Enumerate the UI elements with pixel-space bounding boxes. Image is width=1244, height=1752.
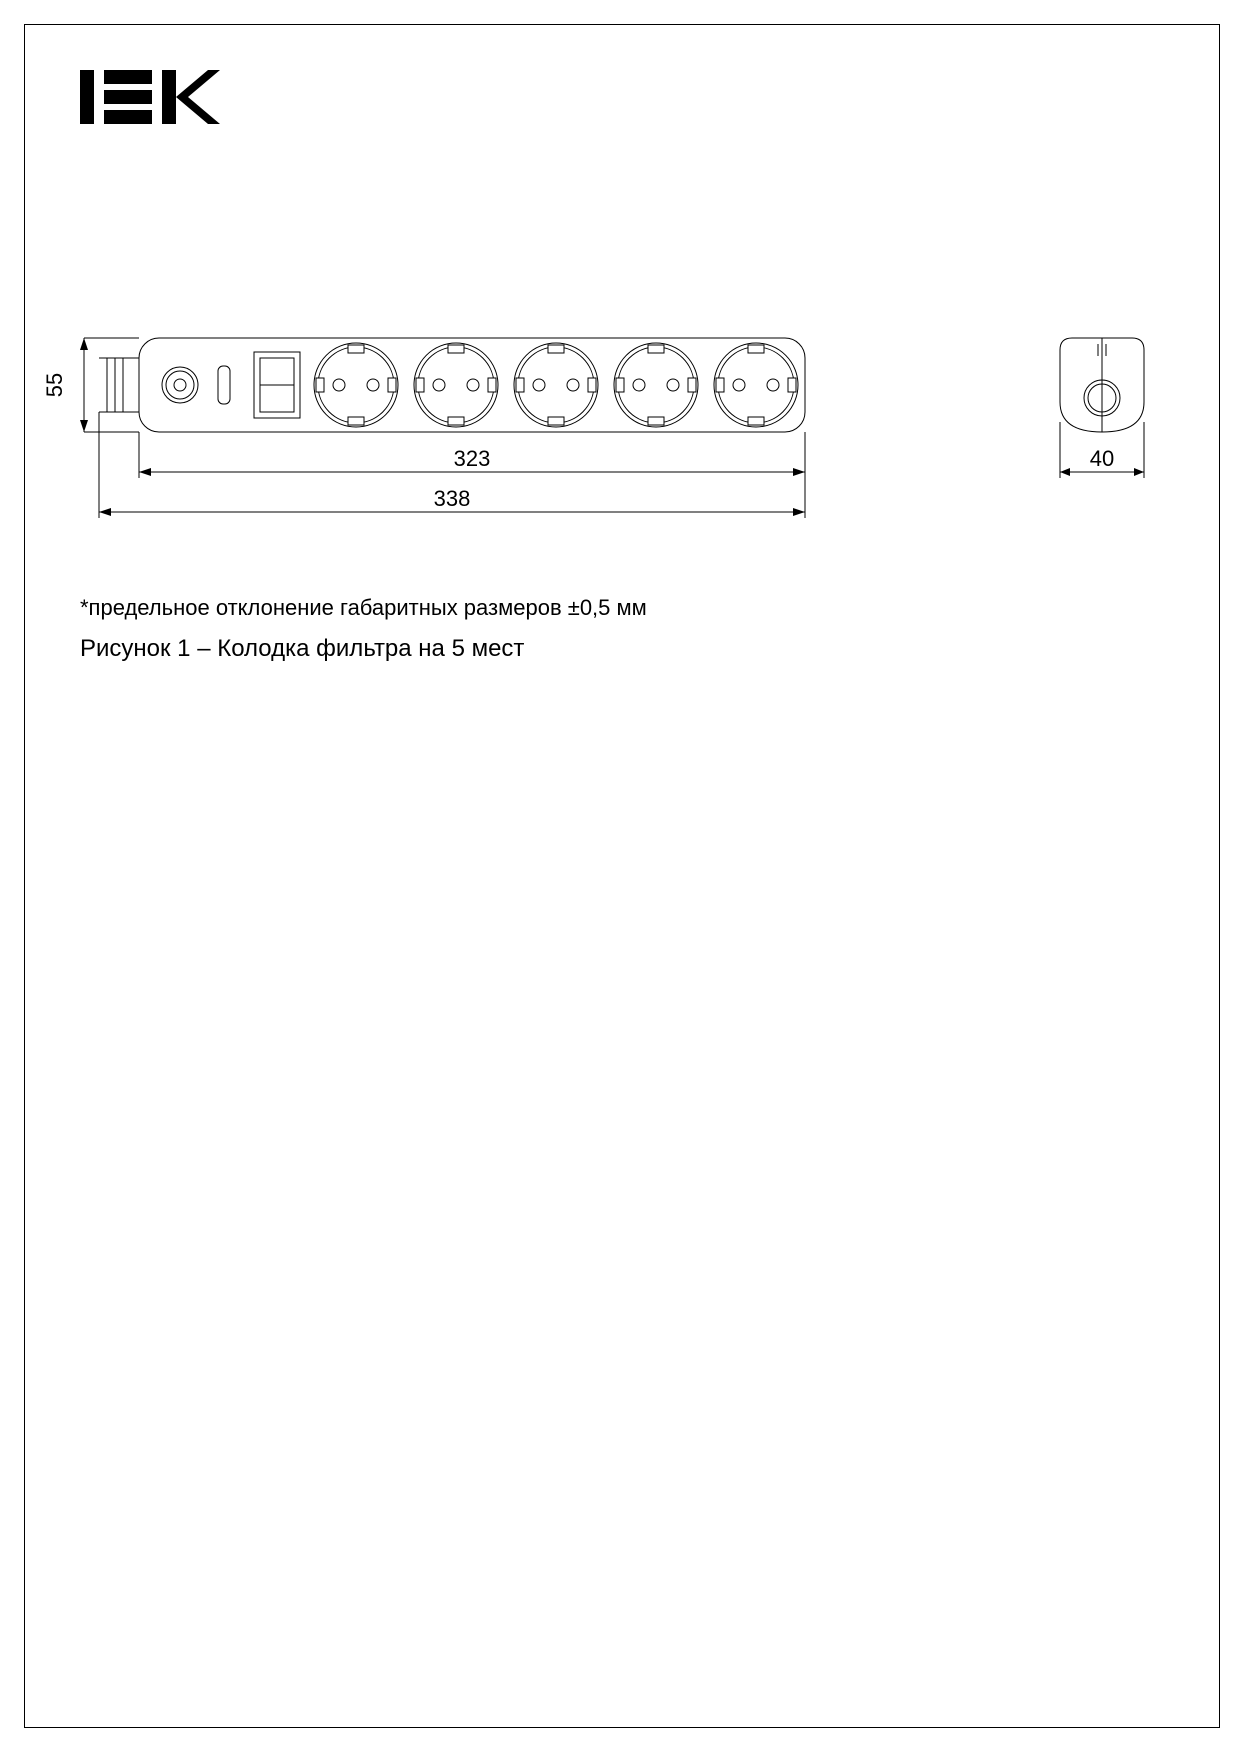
svg-text:323: 323	[454, 446, 491, 471]
svg-text:40: 40	[1090, 446, 1114, 471]
technical-drawing: 55 323 338 40	[44, 330, 1200, 530]
brand-logo	[80, 70, 220, 129]
figure-caption: Рисунок 1 – Колодка фильтра на 5 мест	[80, 635, 524, 663]
page-border	[24, 24, 1220, 1728]
svg-text:55: 55	[44, 373, 67, 397]
tolerance-note: *предельное отклонение габаритных размер…	[80, 595, 647, 621]
svg-text:338: 338	[434, 486, 471, 511]
